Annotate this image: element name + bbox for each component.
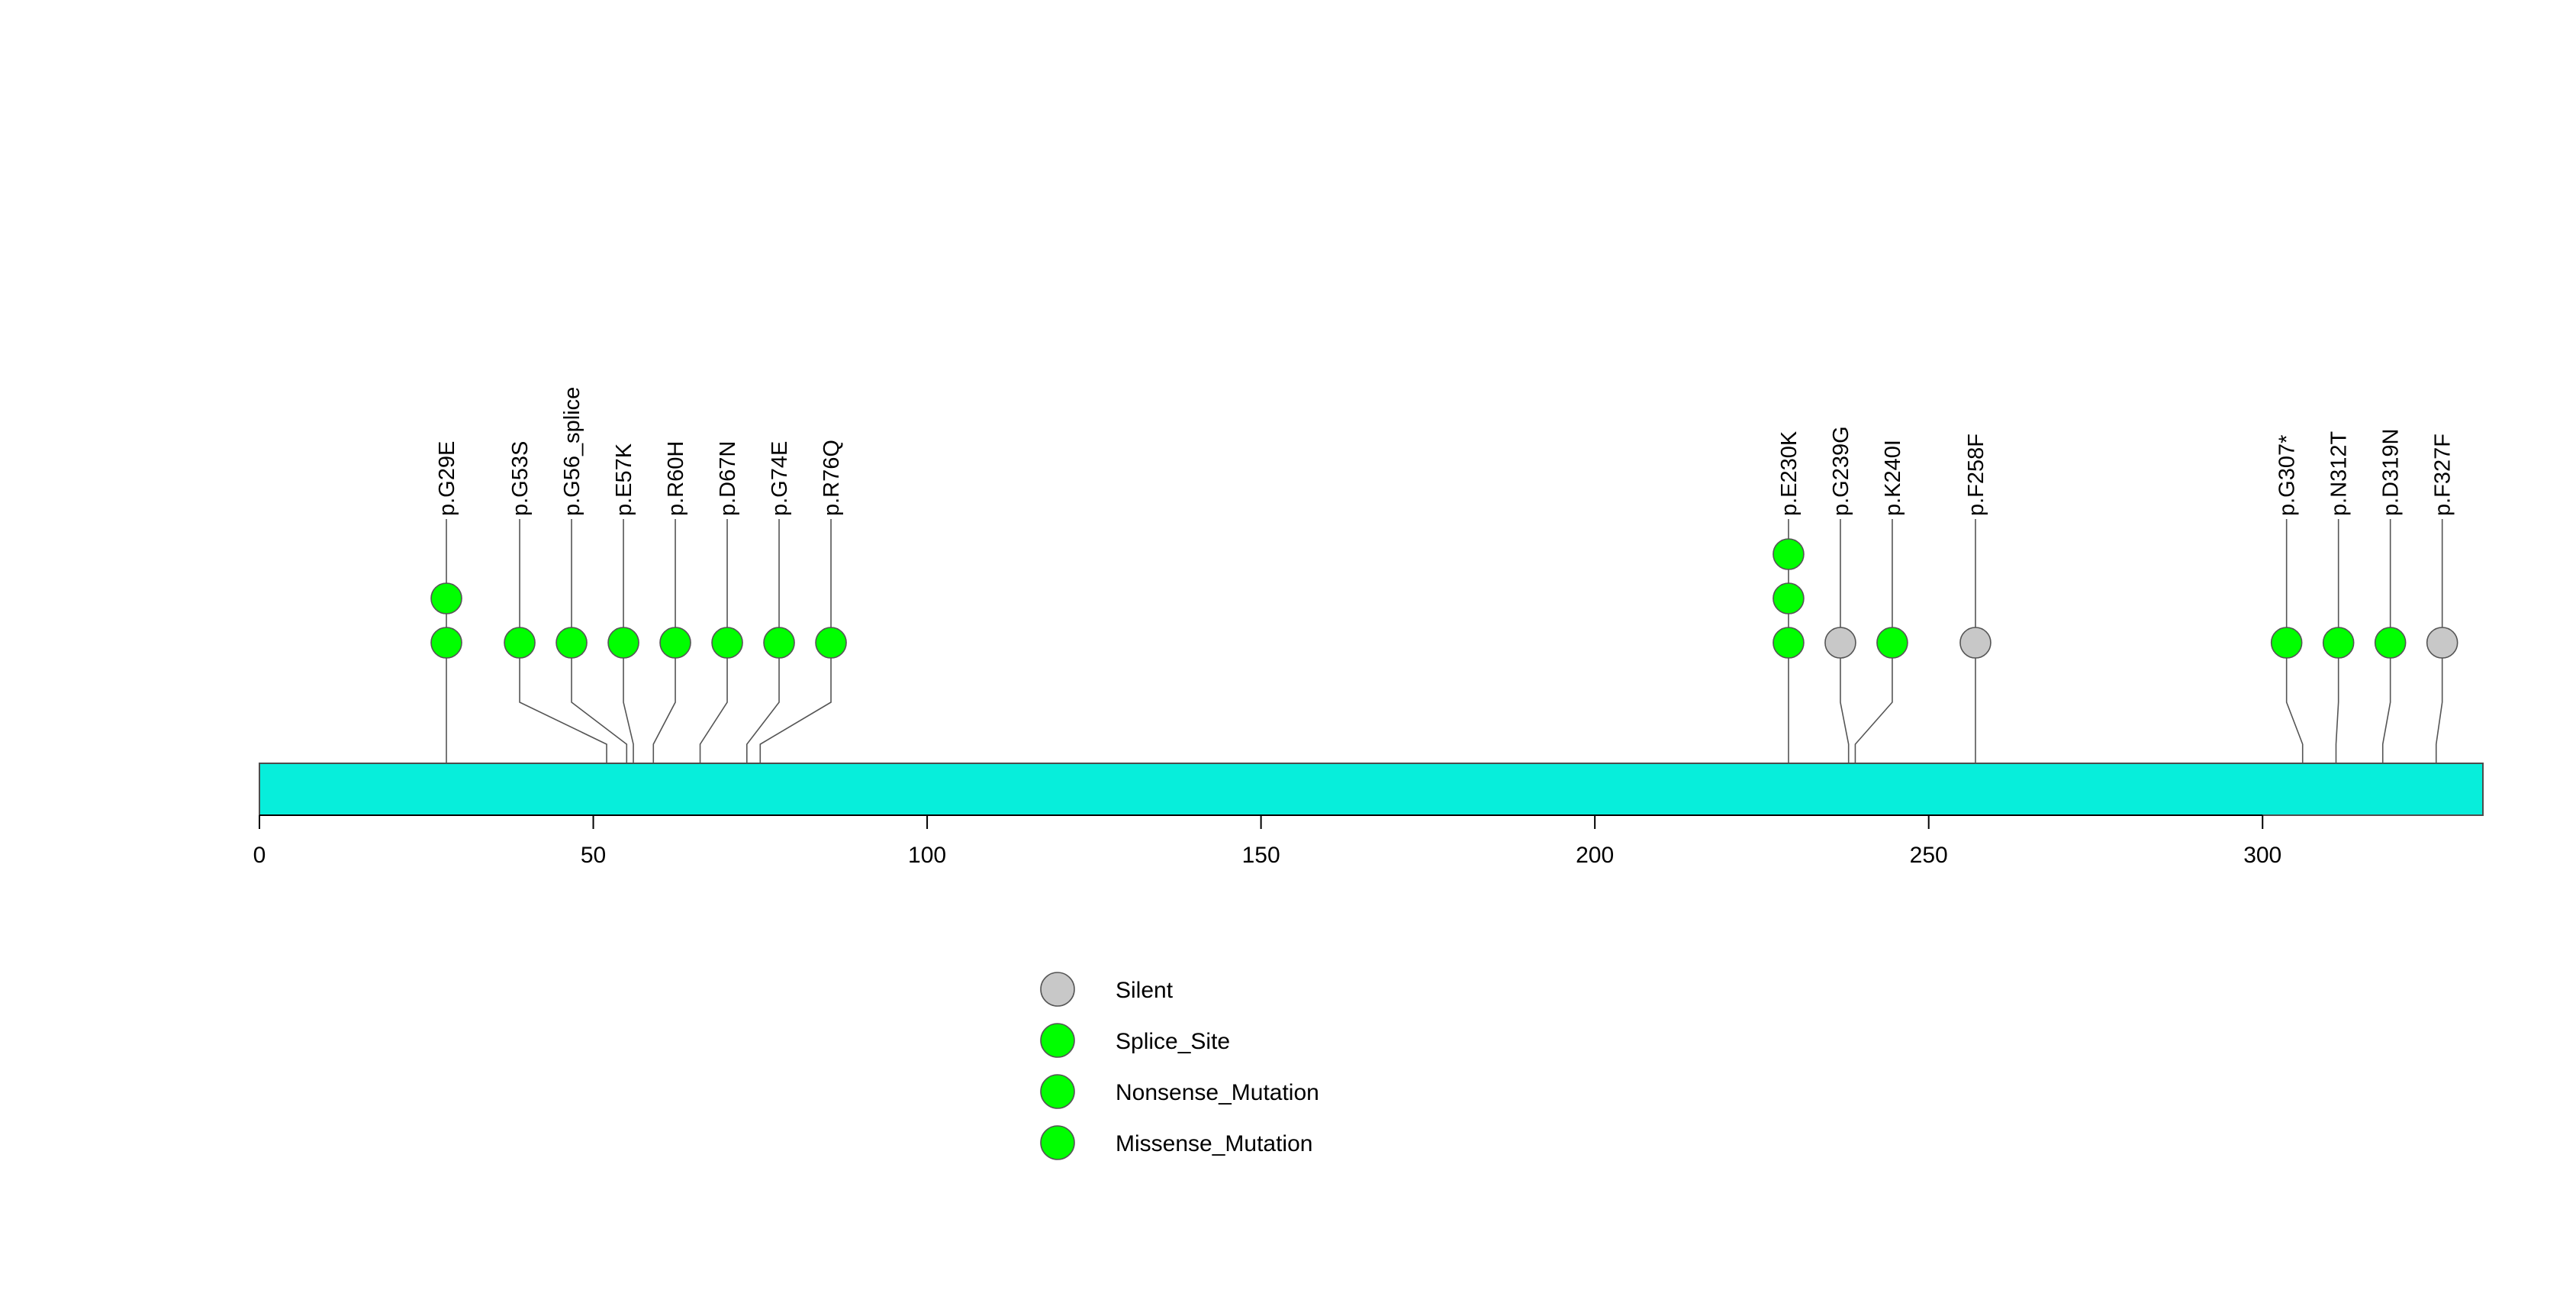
mutation-marker — [1773, 538, 1805, 570]
x-tick-label: 150 — [1242, 843, 1280, 868]
mutation-labels: p.G29E p.G53S p.G56_splice p.E57K p.R60H p.D6… — [435, 387, 2455, 516]
mutation-marker — [763, 627, 795, 659]
mutation-label: p.G53S — [508, 441, 533, 516]
x-axis: 0 50 100 150 200 250 300 — [253, 814, 2281, 868]
mutation-label: p.R60H — [664, 441, 688, 516]
x-tick-label: 250 — [1910, 843, 1948, 868]
mutation-label: p.E230K — [1777, 431, 1802, 516]
mutation-label: p.G29E — [435, 441, 459, 516]
mutation-label: p.F327F — [2431, 434, 2455, 516]
mutation-marker — [1773, 627, 1805, 659]
mutation-marker — [430, 627, 462, 659]
mutation-marker — [1876, 627, 1908, 659]
mutation-marker — [2322, 627, 2355, 659]
mutation-label: p.R76Q — [819, 440, 844, 516]
legend-marker — [1040, 1074, 1075, 1109]
mutation-marker — [504, 627, 536, 659]
legend-label: Splice_Site — [1116, 1029, 1230, 1054]
mutation-label: p.N312T — [2327, 431, 2352, 516]
legend: Silent Splice_Site Nonsense_Mutation Missen… — [1040, 972, 1319, 1160]
mutation-marker — [2270, 627, 2303, 659]
protein-domain-bar — [259, 763, 2484, 816]
mutation-marker — [1773, 582, 1805, 614]
mutation-marker — [711, 627, 743, 659]
mutation-marker — [2426, 627, 2458, 659]
mutation-label: p.F258F — [1964, 434, 1988, 516]
mutation-marker — [659, 627, 691, 659]
mutation-marker — [555, 627, 588, 659]
x-tick-label: 200 — [1576, 843, 1614, 868]
legend-label: Nonsense_Mutation — [1116, 1080, 1319, 1105]
mutation-label: p.G239G — [1829, 426, 1853, 516]
mutation-marker — [2374, 627, 2407, 659]
x-tick-label: 300 — [2243, 843, 2281, 868]
x-tick-label: 0 — [253, 843, 266, 868]
legend-marker — [1040, 972, 1075, 1007]
mutation-label: p.K240I — [1881, 440, 1905, 516]
mutation-label: p.G74E — [768, 441, 792, 516]
legend-label: Silent — [1116, 978, 1174, 1003]
x-tick-label: 50 — [581, 843, 606, 868]
mutation-label: p.E57K — [612, 443, 636, 516]
mutation-marker — [1959, 627, 1992, 659]
x-tick-label: 100 — [908, 843, 946, 868]
mutation-label: p.D319N — [2379, 429, 2404, 516]
mutation-marker — [815, 627, 847, 659]
mutation-label: p.G307* — [2275, 435, 2300, 516]
mutation-label: p.D67N — [716, 441, 740, 516]
legend-label: Missense_Mutation — [1116, 1131, 1312, 1156]
mutation-marker — [430, 582, 462, 614]
legend-marker — [1040, 1023, 1075, 1058]
mutation-label: p.G56_splice — [560, 387, 584, 516]
mutation-marker — [1824, 627, 1856, 659]
mutation-marker — [607, 627, 639, 659]
mutation-markers — [430, 538, 2458, 659]
legend-marker — [1040, 1125, 1075, 1160]
